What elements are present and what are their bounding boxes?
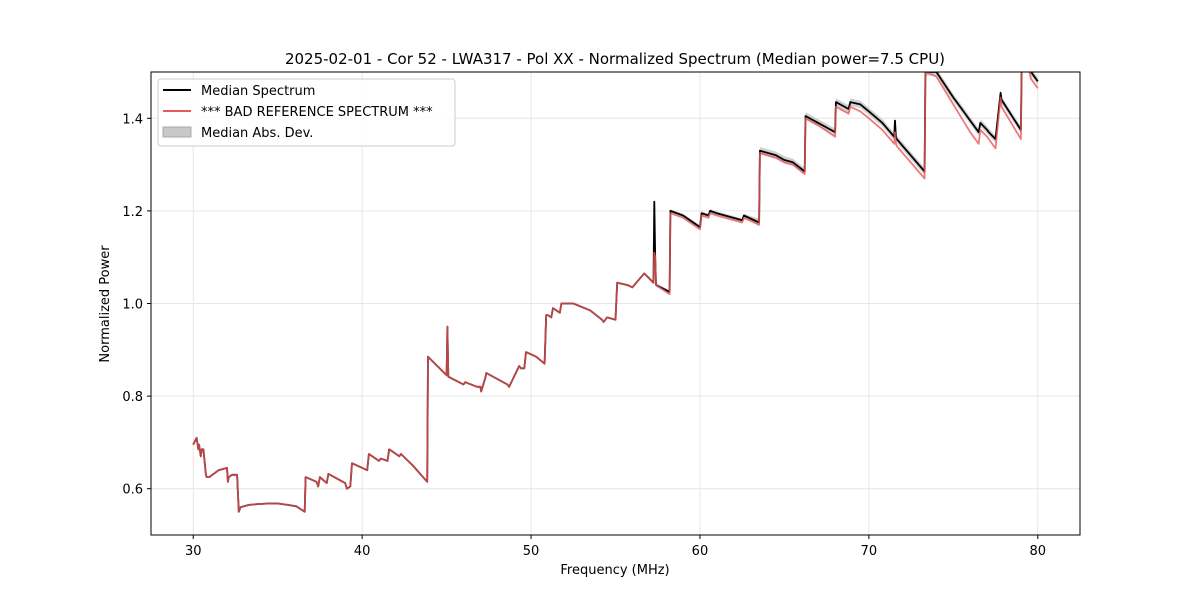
reference-spectrum-line <box>192 72 1039 513</box>
legend-label-median: Median Spectrum <box>201 84 315 99</box>
legend-label-reference: *** BAD REFERENCE SPECTRUM *** <box>201 105 433 120</box>
x-tick-label: 40 <box>354 544 371 559</box>
legend-label-mad: Median Abs. Dev. <box>201 126 313 141</box>
y-axis-label: Normalized Power <box>98 245 113 363</box>
y-tick-label: 0.6 <box>122 483 143 498</box>
x-axis-label: Frequency (MHz) <box>560 563 669 578</box>
x-tick-label: 70 <box>861 544 878 559</box>
y-tick-label: 1.2 <box>122 205 143 220</box>
x-tick-label: 60 <box>692 544 709 559</box>
y-tick-label: 0.8 <box>122 390 143 405</box>
x-tick-label: 30 <box>185 544 202 559</box>
axis-ticks: 30 40 50 60 70 80 0.6 0.8 1.0 1.2 1.4 <box>122 112 1046 559</box>
legend-swatch-mad <box>162 126 192 138</box>
y-tick-label: 1.4 <box>122 112 143 127</box>
chart-title: 2025-02-01 - Cor 52 - LWA317 - Pol XX - … <box>285 50 945 68</box>
x-tick-label: 80 <box>1029 544 1046 559</box>
legend: Median Spectrum *** BAD REFERENCE SPECTR… <box>157 78 456 147</box>
y-tick-label: 1.0 <box>122 298 143 313</box>
x-tick-label: 50 <box>523 544 540 559</box>
plot-area <box>192 72 1039 513</box>
legend-box <box>157 78 456 147</box>
